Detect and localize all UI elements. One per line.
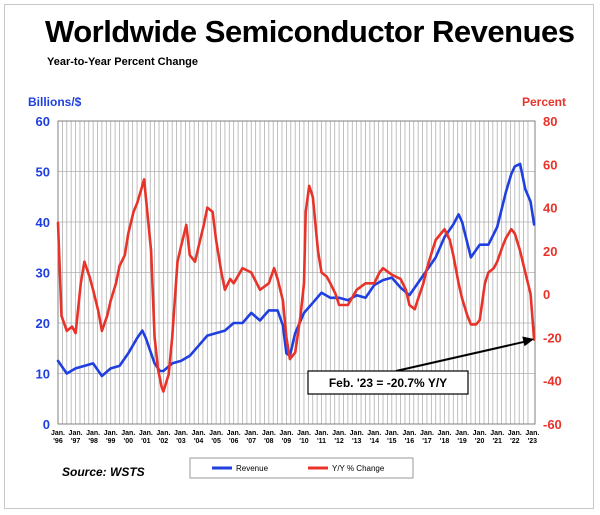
- x-tick-label-year: '17: [422, 438, 432, 445]
- left-axis-tick-label: 50: [36, 165, 50, 180]
- right-axis-tick-label: 80: [543, 114, 557, 129]
- x-tick-label-month: Jan.: [455, 430, 469, 437]
- chart-frame: [4, 4, 594, 509]
- left-axis-tick-label: 0: [43, 417, 50, 432]
- x-tick-label-year: '05: [211, 438, 221, 445]
- x-tick-label-month: Jan.: [315, 430, 329, 437]
- x-tick-label-year: '98: [88, 438, 98, 445]
- x-tick-label-year: '20: [475, 438, 485, 445]
- x-tick-label-month: Jan.: [121, 430, 135, 437]
- chart-title: Worldwide Semiconductor Revenues: [45, 14, 575, 49]
- x-tick-label-month: Jan.: [156, 430, 170, 437]
- x-tick-label-year: '03: [176, 438, 186, 445]
- x-tick-label-year: '15: [387, 438, 397, 445]
- x-tick-label-month: Jan.: [402, 430, 416, 437]
- chart-subtitle: Year-to-Year Percent Change: [47, 56, 199, 68]
- legend-box: [189, 457, 414, 479]
- x-tick-label-year: '21: [492, 438, 502, 445]
- x-tick-label-year: '07: [247, 438, 257, 445]
- left-axis-title: Billions/$: [28, 95, 82, 109]
- x-tick-label-month: Jan.: [420, 430, 434, 437]
- x-tick-label-month: Jan.: [508, 430, 522, 437]
- left-axis-tick-label: 30: [36, 266, 50, 281]
- x-tick-label-year: '08: [264, 438, 274, 445]
- x-tick-label-year: '96: [53, 438, 63, 445]
- x-tick-label-year: '02: [159, 438, 169, 445]
- legend-label-yoy: Y/Y % Change: [332, 464, 385, 473]
- x-tick-label-year: '00: [124, 438, 134, 445]
- x-tick-label-year: '22: [510, 438, 520, 445]
- x-tick-label-year: '97: [71, 438, 81, 445]
- x-tick-label-month: Jan.: [279, 430, 293, 437]
- left-axis-tick-label: 40: [36, 215, 50, 230]
- right-axis-tick-label: -60: [543, 417, 562, 432]
- right-axis-tick-label: -20: [543, 330, 562, 345]
- right-axis-tick-label: 40: [543, 201, 557, 216]
- x-tick-label-month: Jan.: [174, 430, 188, 437]
- revenue-line: [56, 162, 536, 378]
- x-tick-label-month: Jan.: [227, 430, 241, 437]
- x-tick-label-year: '11: [317, 438, 326, 445]
- x-tick-label-month: Jan.: [350, 430, 364, 437]
- x-tick-label-month: Jan.: [104, 430, 118, 437]
- x-tick-label-month: Jan.: [367, 430, 381, 437]
- annotation-arrow-head: [522, 336, 535, 347]
- right-axis-tick-label: 20: [543, 244, 557, 259]
- legend-label-revenue: Revenue: [236, 464, 269, 473]
- left-axis-tick-label: 60: [36, 114, 50, 129]
- x-tick-label-year: '01: [141, 438, 151, 445]
- x-tick-label-month: Jan.: [525, 430, 539, 437]
- x-tick-label-year: '18: [440, 438, 450, 445]
- x-tick-label-month: Jan.: [262, 430, 276, 437]
- x-tick-label-year: '16: [405, 438, 415, 445]
- x-tick-label-month: Jan.: [473, 430, 487, 437]
- x-tick-label-month: Jan.: [244, 430, 258, 437]
- plot-area: [57, 120, 536, 425]
- x-tick-label-month: Jan.: [51, 430, 65, 437]
- right-axis-title: Percent: [522, 95, 566, 109]
- x-tick-label-month: Jan.: [490, 430, 504, 437]
- right-axis-tick-label: -40: [543, 374, 562, 389]
- x-tick-label-year: '14: [370, 438, 380, 445]
- x-tick-label-year: '09: [282, 438, 292, 445]
- x-tick-label-year: '13: [352, 438, 362, 445]
- x-tick-label-month: Jan.: [438, 430, 452, 437]
- x-tick-label-month: Jan.: [86, 430, 100, 437]
- x-tick-label-month: Jan.: [297, 430, 311, 437]
- x-tick-label-month: Jan.: [69, 430, 83, 437]
- x-tick-label-year: '10: [299, 438, 309, 445]
- x-tick-label-year: '06: [229, 438, 239, 445]
- x-tick-label-month: Jan.: [332, 430, 346, 437]
- left-axis-tick-label: 10: [36, 367, 50, 382]
- x-tick-label-year: '12: [334, 438, 344, 445]
- left-axis-tick-label: 20: [36, 316, 50, 331]
- x-tick-label-month: Jan.: [385, 430, 399, 437]
- x-tick-label-year: '04: [194, 438, 204, 445]
- x-tick-label-year: '19: [457, 438, 467, 445]
- x-tick-label-month: Jan.: [192, 430, 206, 437]
- x-tick-label-year: '23: [528, 438, 538, 445]
- right-axis-tick-label: 0: [543, 287, 550, 302]
- source-label: Source: WSTS: [62, 465, 145, 479]
- annotation-box: [307, 370, 469, 395]
- right-axis-tick-label: 60: [543, 157, 557, 172]
- x-tick-label-month: Jan.: [139, 430, 153, 437]
- annotation-text: Feb. '23 = -20.7% Y/Y: [329, 376, 447, 390]
- annotation-arrow-line: [395, 339, 529, 372]
- x-tick-label-month: Jan.: [209, 430, 223, 437]
- yoy-change-line: [56, 178, 536, 393]
- x-tick-label-year: '99: [106, 438, 116, 445]
